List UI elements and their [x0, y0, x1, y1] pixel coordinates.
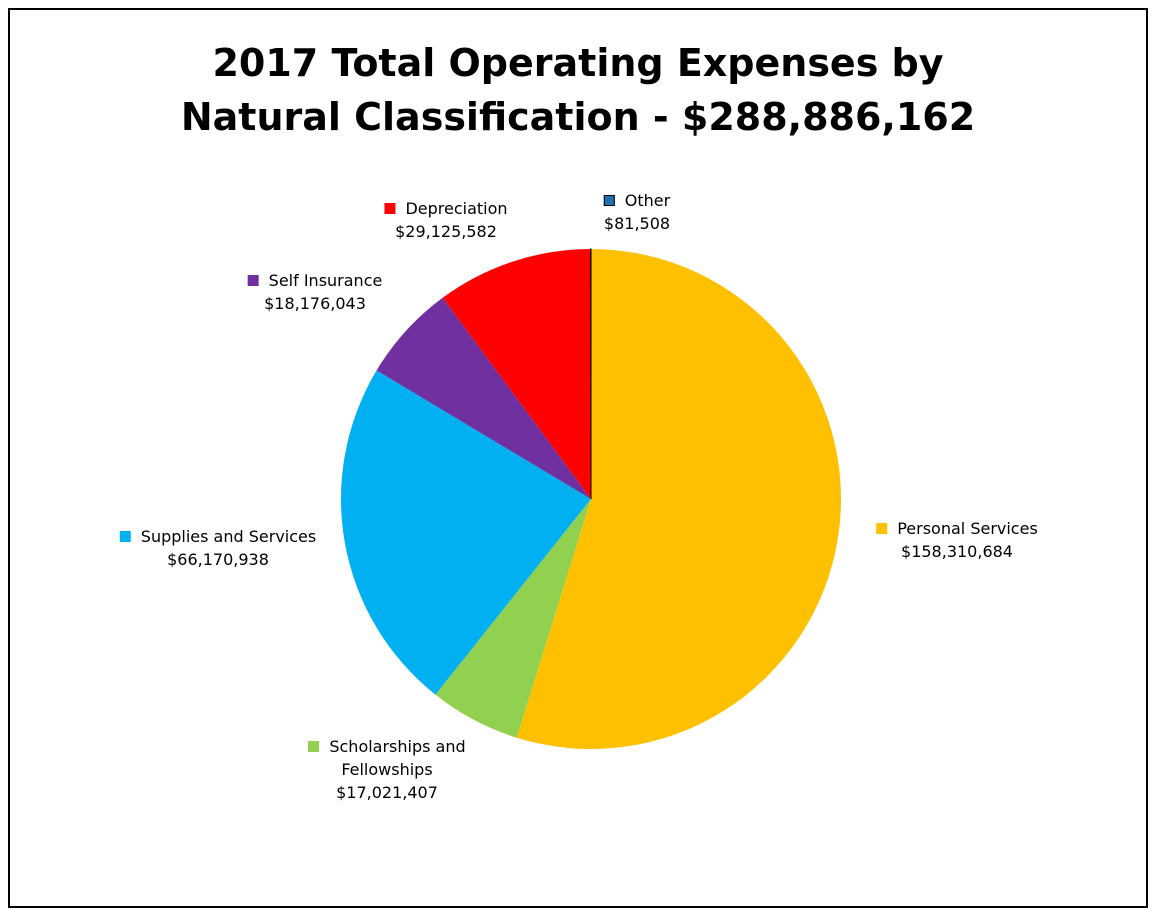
label-name-line: Other	[604, 189, 670, 212]
label-name-line: Self Insurance	[248, 269, 383, 292]
value-label: $29,125,582	[384, 220, 507, 243]
category-label: Self Insurance	[269, 271, 383, 290]
legend-key	[604, 195, 615, 206]
category-label: Depreciation	[405, 199, 507, 218]
data-label: Depreciation $29,125,582	[384, 197, 507, 243]
legend-key	[120, 531, 131, 542]
legend-key	[308, 741, 319, 752]
data-label: Personal Services $158,310,684	[876, 517, 1038, 563]
value-label: $81,508	[604, 212, 670, 235]
category-label: Supplies and Services	[141, 527, 316, 546]
label-name-line: Personal Services	[876, 517, 1038, 540]
data-label: Other $81,508	[604, 189, 670, 235]
value-label: $18,176,043	[248, 292, 383, 315]
label-name-line: Depreciation	[384, 197, 507, 220]
page: 2017 Total Operating Expenses by Natural…	[0, 0, 1157, 885]
chart	[0, 0, 1157, 885]
value-label: $66,170,938	[120, 548, 316, 571]
legend-key	[384, 203, 395, 214]
label-name-line: Scholarships and Fellowships	[297, 735, 477, 781]
data-label: Supplies and Services $66,170,938	[120, 525, 316, 571]
label-name-line: Supplies and Services	[120, 525, 316, 548]
value-label: $17,021,407	[297, 781, 477, 804]
value-label: $158,310,684	[876, 540, 1038, 563]
legend-key	[876, 523, 887, 534]
data-label: Scholarships and Fellowships$17,021,407	[297, 735, 477, 804]
category-label: Personal Services	[897, 519, 1038, 538]
category-label: Scholarships and Fellowships	[329, 737, 465, 779]
legend-key	[248, 275, 259, 286]
data-label: Self Insurance $18,176,043	[248, 269, 383, 315]
category-label: Other	[625, 191, 670, 210]
